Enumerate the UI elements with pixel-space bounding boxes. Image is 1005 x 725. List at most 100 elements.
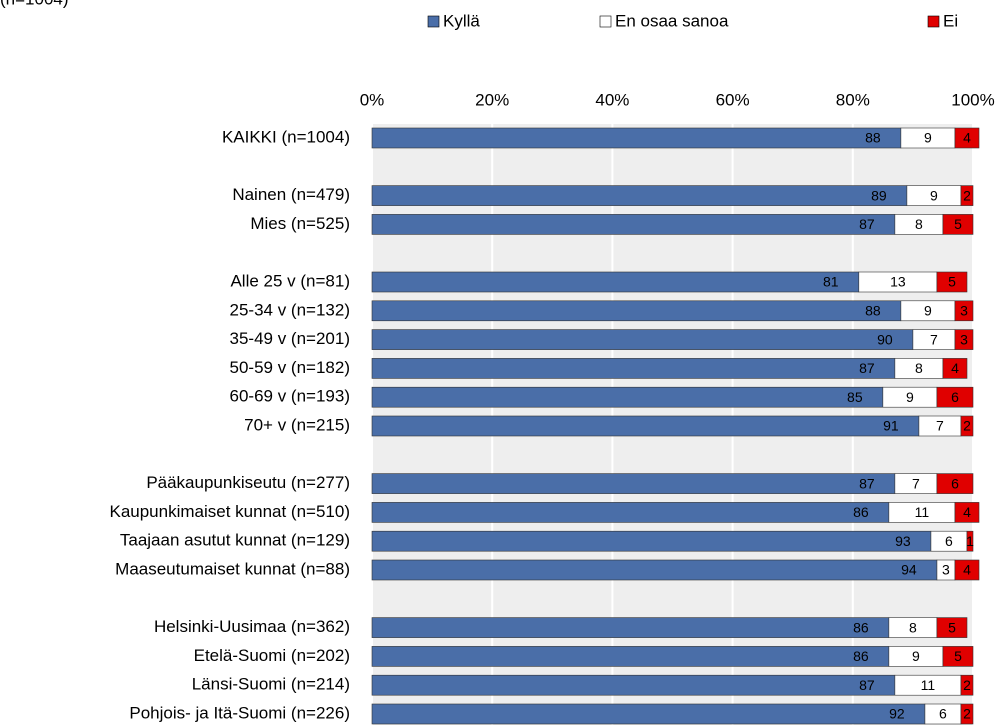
bar-segment xyxy=(954,559,980,581)
data-label: 8 xyxy=(909,619,917,635)
x-tick-label: 60% xyxy=(716,90,750,109)
data-label: 9 xyxy=(906,389,914,405)
y-tick-label: 70+ v (n=215) xyxy=(244,415,350,434)
legend-swatch xyxy=(427,15,440,28)
data-label: 11 xyxy=(921,677,936,693)
data-label: 5 xyxy=(948,619,956,635)
data-label: 87 xyxy=(859,475,875,491)
y-tick-label: KAIKKI (n=1004) xyxy=(222,127,350,146)
y-tick-label: Maaseutumaiset kunnat (n=88) xyxy=(115,559,350,578)
x-tick-label: 0% xyxy=(360,90,385,109)
legend-label: Ei xyxy=(943,11,958,30)
data-label: 4 xyxy=(963,130,971,146)
data-label: 88 xyxy=(865,130,881,146)
bar-segment xyxy=(942,358,968,379)
bar-segment xyxy=(966,530,974,552)
y-tick-label: Mies (n=525) xyxy=(250,214,350,233)
data-label: 85 xyxy=(847,389,863,405)
x-tick-label: 20% xyxy=(475,90,509,109)
legend-label: En osaa sanoa xyxy=(615,11,729,30)
y-tick-label: Pohjois- ja Itä-Suomi (n=226) xyxy=(129,703,350,722)
x-tick-label: 100% xyxy=(951,90,994,109)
data-label: 2 xyxy=(963,418,971,434)
data-label: 6 xyxy=(951,389,959,405)
bar-segment xyxy=(954,502,980,523)
data-label: 8 xyxy=(915,216,923,232)
data-label: 7 xyxy=(912,475,920,491)
data-label: 93 xyxy=(895,533,911,549)
y-tick-label: Nainen (n=479) xyxy=(232,185,350,204)
y-tick-label: Taajaan asutut kunnat (n=129) xyxy=(120,531,350,550)
data-label: 3 xyxy=(942,562,950,578)
data-label: 4 xyxy=(951,360,959,376)
bar-segment xyxy=(954,127,980,149)
data-label: 90 xyxy=(877,331,893,347)
data-label: 2 xyxy=(963,677,971,693)
data-label: 2 xyxy=(963,706,971,722)
bar-segment xyxy=(936,473,974,494)
bar-segment xyxy=(960,674,974,696)
bar-segment xyxy=(936,386,974,408)
y-tick-label: Pääkaupunkiseutu (n=277) xyxy=(146,473,350,492)
bar-segment xyxy=(936,617,968,638)
data-label: 89 xyxy=(871,187,887,203)
data-label: 86 xyxy=(853,648,869,664)
legend-label: Kyllä xyxy=(443,11,480,30)
x-tick-label: 80% xyxy=(836,90,870,109)
data-label: 3 xyxy=(960,303,968,319)
data-label: 88 xyxy=(865,303,881,319)
y-tick-label: 60-69 v (n=193) xyxy=(230,387,351,406)
bar-segment xyxy=(371,559,938,581)
bar-segment xyxy=(371,617,890,638)
data-label: 6 xyxy=(939,706,947,722)
y-tick-label: Etelä-Suomi (n=202) xyxy=(194,646,350,665)
data-label: 5 xyxy=(954,216,962,232)
data-label: 9 xyxy=(912,648,920,664)
data-label: 8 xyxy=(915,360,923,376)
data-label: 87 xyxy=(859,677,875,693)
data-label: 5 xyxy=(948,274,956,290)
bar-segment xyxy=(371,703,926,725)
bar-segment xyxy=(371,271,860,293)
data-label: 13 xyxy=(890,274,906,290)
data-label: 81 xyxy=(823,274,839,290)
chart-subtitle: (n=1004) xyxy=(0,0,69,8)
bar-segment xyxy=(936,271,968,293)
bar-segment xyxy=(371,415,920,437)
bar-segment xyxy=(371,214,896,235)
legend-swatch xyxy=(599,15,612,28)
bar-segment xyxy=(942,646,974,667)
bar-segment xyxy=(942,214,974,235)
y-tick-label: Länsi-Suomi (n=214) xyxy=(192,675,350,694)
bar-segment xyxy=(371,127,902,149)
y-tick-label: 35-49 v (n=201) xyxy=(230,329,351,348)
bar-segment xyxy=(371,386,884,408)
data-label: 3 xyxy=(960,331,968,347)
data-label: 7 xyxy=(936,418,944,434)
data-label: 7 xyxy=(930,331,938,347)
data-label: 11 xyxy=(915,504,930,520)
x-tick-label: 40% xyxy=(595,90,629,109)
bar-segment xyxy=(371,502,890,523)
data-label: 5 xyxy=(954,648,962,664)
bar-segment xyxy=(960,703,974,725)
data-label: 9 xyxy=(924,303,932,319)
data-label: 92 xyxy=(889,706,905,722)
data-label: 1 xyxy=(966,533,974,549)
data-label: 2 xyxy=(963,187,971,203)
data-label: 4 xyxy=(963,562,971,578)
bar-segment xyxy=(960,185,974,206)
data-label: 9 xyxy=(930,187,938,203)
y-tick-label: Alle 25 v (n=81) xyxy=(230,271,350,290)
bar-segment xyxy=(960,415,974,437)
bar-segment xyxy=(954,300,974,322)
data-label: 6 xyxy=(945,533,953,549)
bar-segment xyxy=(371,329,914,350)
y-tick-label: 50-59 v (n=182) xyxy=(230,358,351,377)
data-label: 91 xyxy=(883,418,899,434)
bar-segment xyxy=(371,358,896,379)
data-label: 87 xyxy=(859,360,875,376)
data-label: 9 xyxy=(924,130,932,146)
data-label: 86 xyxy=(853,504,869,520)
